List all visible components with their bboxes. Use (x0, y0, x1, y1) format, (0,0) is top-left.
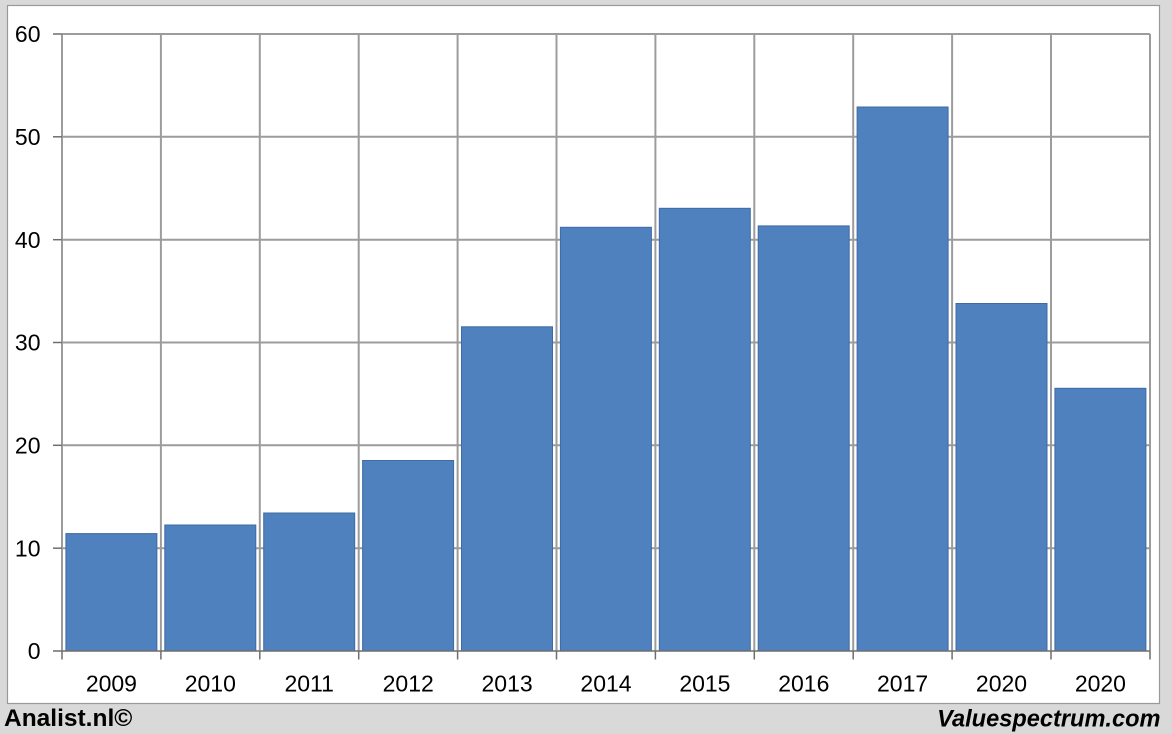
svg-text:30: 30 (15, 330, 41, 356)
svg-text:2015: 2015 (679, 671, 730, 697)
svg-text:2013: 2013 (482, 671, 533, 697)
svg-text:Valuespectrum.com: Valuespectrum.com (937, 707, 1160, 733)
svg-text:50: 50 (15, 124, 41, 150)
svg-text:20: 20 (15, 433, 41, 459)
svg-text:2011: 2011 (284, 671, 333, 697)
svg-text:2012: 2012 (383, 671, 434, 697)
svg-text:40: 40 (15, 227, 41, 253)
svg-text:60: 60 (15, 21, 41, 47)
svg-text:2009: 2009 (86, 671, 137, 697)
svg-text:2017: 2017 (877, 671, 928, 697)
svg-text:2020: 2020 (1075, 671, 1126, 697)
svg-text:10: 10 (15, 535, 41, 561)
svg-text:2016: 2016 (778, 671, 829, 697)
svg-text:Analist.nl©: Analist.nl© (4, 705, 132, 732)
svg-text:2014: 2014 (580, 671, 631, 697)
svg-text:0: 0 (28, 638, 41, 664)
svg-text:2020: 2020 (976, 671, 1027, 697)
svg-text:2010: 2010 (185, 671, 236, 697)
